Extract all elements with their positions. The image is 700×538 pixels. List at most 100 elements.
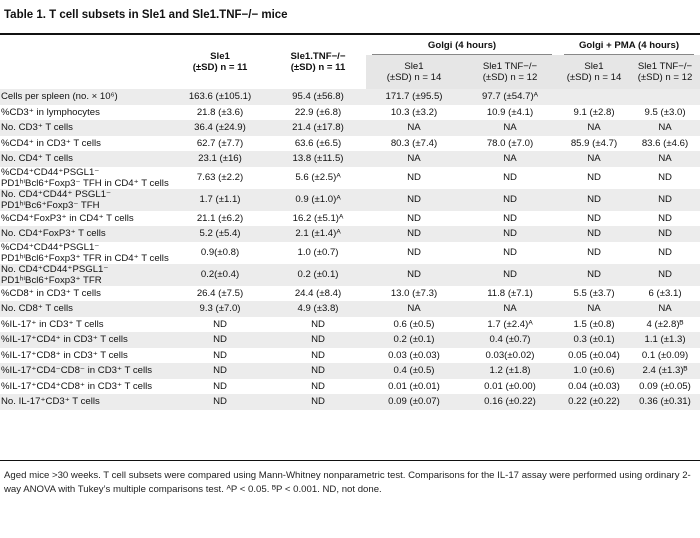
cell-value: 0.2(±0.4) xyxy=(170,263,270,286)
table-row: %IL-17⁺CD4⁻CD8⁻ in CD3⁺ T cells ND ND 0.… xyxy=(0,363,700,379)
cell-value: 63.6 (±6.5) xyxy=(294,137,342,149)
cell-value: 6 (±3.1) xyxy=(648,287,682,299)
cell-value: 95.4 (±56.8) xyxy=(270,89,366,105)
table-row: No. CD8⁺ T cells 9.3 (±7.0) 4.9 (±3.8) N… xyxy=(0,301,700,317)
table-row: No. CD4⁺CD44⁺ PSGL1⁻ PD1ʰⁱBc6⁺Foxp3⁻ TFH… xyxy=(0,188,700,211)
cell-value: 1.7 (±1.1) xyxy=(170,188,270,211)
cell-value: 0.03 (±0.03) xyxy=(388,349,440,361)
cell-value: 0.4 (±0.7) xyxy=(462,332,559,348)
cell-value: 4.9 (±3.8) xyxy=(270,301,366,317)
header-sub-sd: (±SD) n = 12 xyxy=(482,72,538,83)
cell-value: 7.63 (±2.2) xyxy=(196,172,244,183)
cell-value: 10.9 (±4.1) xyxy=(486,106,534,118)
header-sub-tnf-pma: Sle1 TNF−/− (±SD) n = 12 xyxy=(630,55,700,89)
header-sub-sle1-golgi: Sle1 (±SD) n = 14 xyxy=(366,55,462,89)
cell-value: NA xyxy=(462,120,559,136)
header-sub-name: Sle1 TNF−/− xyxy=(637,61,693,72)
row-label: %IL-17⁺ in CD3⁺ T cells xyxy=(1,318,104,330)
cell-value: ND xyxy=(311,349,325,361)
row-label: %IL-17⁺CD4⁺ in CD3⁺ T cells xyxy=(0,332,170,348)
cell-value: 5.6 (±2.5)ᴬ xyxy=(295,172,341,183)
table-footnote: Aged mice >30 weeks. T cell subsets were… xyxy=(4,470,691,495)
cell-value: 171.7 (±95.5) xyxy=(366,89,462,105)
header-sub-sd: (±SD) n = 14 xyxy=(566,72,622,83)
cell-value: ND xyxy=(462,226,559,242)
row-label: %CD4⁺CD44⁺PSGL1⁻ PD1ʰⁱBcl6⁺Foxp3⁻ TFH in… xyxy=(1,166,169,189)
top-rule xyxy=(0,33,700,35)
header-sub-tnf-golgi: Sle1 TNF−/− (±SD) n = 12 xyxy=(462,55,559,89)
cell-value: 2.4 (±1.3)ᴮ xyxy=(630,363,700,379)
cell-value: ND xyxy=(270,363,366,379)
table-title: Table 1. T cell subsets in Sle1 and Sle1… xyxy=(4,9,288,21)
cell-value: 0.01 (±0.01) xyxy=(388,380,440,392)
header-group-golgi-pma: Golgi + PMA (4 hours) xyxy=(558,35,700,55)
row-label: %IL-17⁺CD4⁺CD8⁺ in CD3⁺ T cells xyxy=(1,380,153,392)
row-label: No. CD3⁺ T cells xyxy=(0,120,170,136)
cell-value: ND xyxy=(270,332,366,348)
cell-value: ND xyxy=(407,172,421,183)
cell-value: ND xyxy=(311,318,325,330)
cell-value: 13.0 (±7.3) xyxy=(390,287,438,299)
cell-value: 0.3 (±0.1) xyxy=(558,332,631,348)
header-corner xyxy=(0,35,170,89)
cell-value: 16.2 (±5.1)ᴬ xyxy=(292,212,344,224)
cell-value: 0.04 (±0.03) xyxy=(568,380,620,392)
cell-value: 5.5 (±3.7) xyxy=(573,287,615,299)
table-row: %CD8⁺ in CD3⁺ T cells 26.4 (±7.5) 24.4 (… xyxy=(0,286,700,302)
cell-value: NA xyxy=(366,120,462,136)
row-label: %CD8⁺ in CD3⁺ T cells xyxy=(1,287,101,299)
table-row: No. CD4⁺ T cells 23.1 (±16) 13.8 (±11.5)… xyxy=(0,151,700,167)
cell-value: 0.2 (±0.1) xyxy=(270,263,366,286)
row-label: %CD4⁺ in CD3⁺ T cells xyxy=(1,137,101,149)
row-label: No. CD8⁺ T cells xyxy=(0,301,170,317)
cell-value: NA xyxy=(630,120,700,136)
group-underline xyxy=(564,54,695,55)
cell-value: ND xyxy=(658,212,672,224)
row-label: %CD4⁺FoxP3⁺ in CD4⁺ T cells xyxy=(1,212,134,224)
cell-value: ND xyxy=(213,380,227,392)
cell-value: 1.1 (±1.3) xyxy=(630,332,700,348)
cell-value xyxy=(558,89,631,105)
cell-value: NA xyxy=(558,301,631,317)
cell-value: 0.05 (±0.04) xyxy=(568,349,620,361)
header-col-sle1-name: Sle1 xyxy=(210,51,230,62)
cell-value: NA xyxy=(366,151,462,167)
row-label: No. CD4⁺CD44⁺PSGL1⁻ PD1ʰⁱBcl6⁺Foxp3⁺ TFR xyxy=(0,263,170,286)
table-row: %CD4⁺CD44⁺PSGL1⁻ PD1ʰⁱBcl6⁺Foxp3⁺ TFR in… xyxy=(0,242,700,264)
cell-value: 163.6 (±105.1) xyxy=(170,89,270,105)
header-col-sle1: Sle1 (±SD) n = 11 xyxy=(170,35,270,89)
cell-value: 23.1 (±16) xyxy=(170,151,270,167)
cell-value: 0.22 (±0.22) xyxy=(558,394,631,410)
cell-value: 0.6 (±0.5) xyxy=(393,318,435,330)
table-row: No. IL-17⁺CD3⁺ T cells ND ND 0.09 (±0.07… xyxy=(0,394,700,410)
cell-value: NA xyxy=(630,301,700,317)
header-sub-sle1-pma: Sle1 (±SD) n = 14 xyxy=(558,55,631,89)
cell-value: ND xyxy=(503,212,517,224)
cell-value: ND xyxy=(170,394,270,410)
cell-value: 1.5 (±0.8) xyxy=(573,318,615,330)
table-row: No. CD4⁺CD44⁺PSGL1⁻ PD1ʰⁱBcl6⁺Foxp3⁺ TFR… xyxy=(0,263,700,286)
table-row: %CD3⁺ in lymphocytes 21.8 (±3.6) 22.9 (±… xyxy=(0,105,700,121)
table-row: No. CD3⁺ T cells 36.4 (±24.9) 21.4 (±17.… xyxy=(0,120,700,136)
cell-value: NA xyxy=(558,120,631,136)
cell-value: ND xyxy=(587,172,601,183)
cell-value: 0.2 (±0.1) xyxy=(366,332,462,348)
cell-value: ND xyxy=(630,226,700,242)
cell-value: 85.9 (±4.7) xyxy=(570,137,618,149)
cell-value: 80.3 (±7.4) xyxy=(390,137,438,149)
header-col-sle1-tnf-name: Sle1.TNF−/− xyxy=(290,51,346,62)
header-group-golgi: Golgi (4 hours) xyxy=(366,35,559,55)
cell-value: 9.3 (±7.0) xyxy=(170,301,270,317)
table-row: %IL-17⁺CD4⁺ in CD3⁺ T cells ND ND 0.2 (±… xyxy=(0,332,700,348)
cell-value: ND xyxy=(311,380,325,392)
table-header: Sle1 (±SD) n = 11 Sle1.TNF−/− (±SD) n = … xyxy=(0,35,700,89)
cell-value: ND xyxy=(558,188,631,211)
row-label: Cells per spleen (no. × 10⁶) xyxy=(0,89,170,105)
cell-value: 0.36 (±0.31) xyxy=(630,394,700,410)
header-col-sle1-tnf-sd: (±SD) n = 11 xyxy=(290,62,346,73)
cell-value: 21.1 (±6.2) xyxy=(196,212,244,224)
cell-value: ND xyxy=(366,263,462,286)
cell-value: 0.1 (±0.09) xyxy=(641,349,689,361)
table-row: Cells per spleen (no. × 10⁶) 163.6 (±105… xyxy=(0,89,700,105)
cell-value: ND xyxy=(366,226,462,242)
